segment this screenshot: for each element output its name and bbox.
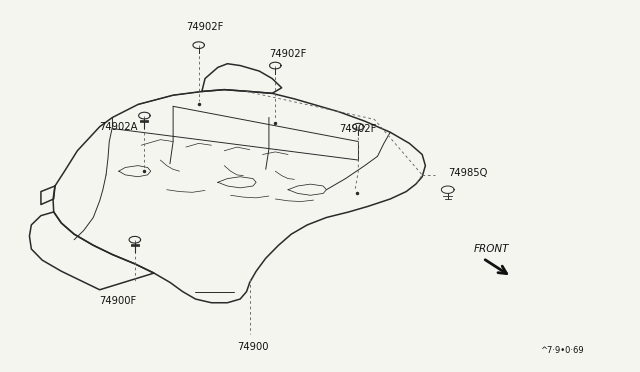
Text: 74902A: 74902A [100,122,138,132]
Text: 74985Q: 74985Q [448,168,487,178]
Text: 74902F: 74902F [186,22,223,32]
Text: FRONT: FRONT [473,244,509,254]
Text: 74902F: 74902F [339,124,376,134]
Text: 74900F: 74900F [100,296,137,306]
Text: ^7·9•0·69: ^7·9•0·69 [540,346,584,355]
Text: 74902F: 74902F [269,49,307,60]
Text: 74900: 74900 [237,342,269,352]
